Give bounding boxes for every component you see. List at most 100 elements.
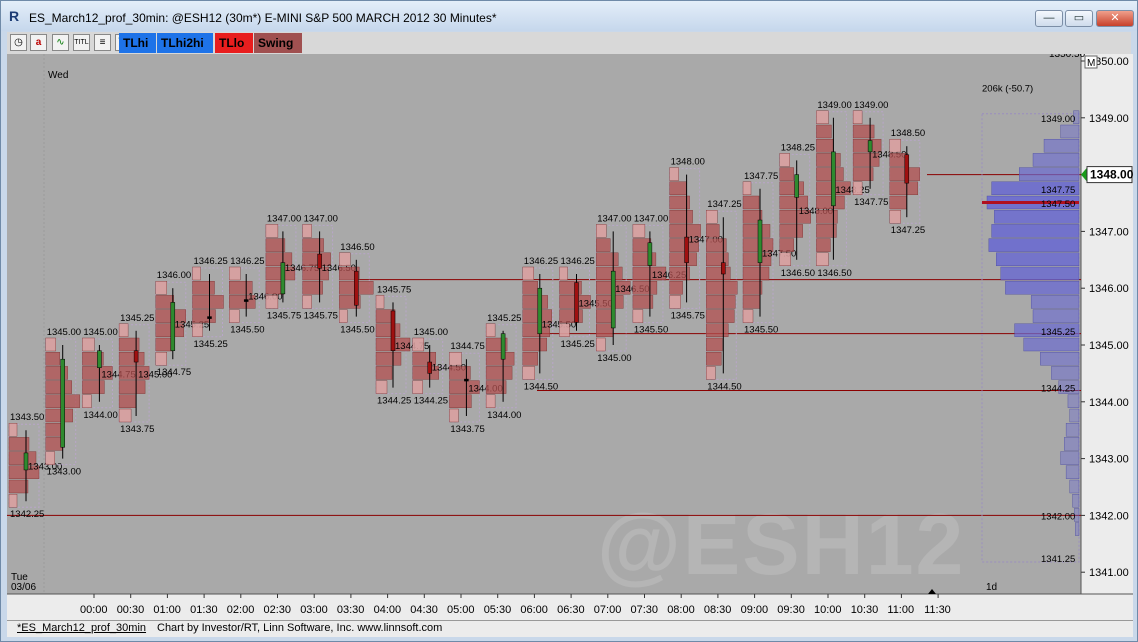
profile-row [706,323,729,337]
chart-area[interactable]: @ESH12 Wed Tue 03/06 1341.00 1342.00 1343.00 13… [7,49,1134,634]
y-tick-label: 1341.00 [1089,567,1129,579]
profile-row [632,280,658,295]
chart-icon[interactable]: ∿ [52,34,69,51]
bar-low-label: 1346.50 [817,268,851,279]
bar-low-label: 1342.25 [10,509,44,520]
profile-row [852,181,863,196]
y-tick-label: 1343.00 [1089,454,1129,466]
profile-row [889,209,901,224]
toolbar: ◷ a ∿ TITL ≡ 🗑 TLhi TLhi2hi TLlo Swing [7,32,1131,54]
profile-row [522,266,534,281]
volume-profile-row [1072,494,1080,508]
profile-row [779,238,794,252]
profile-row [192,295,224,309]
bar-high-label: 1346.25 [230,256,264,267]
bar-low-label: 1344.00 [487,410,521,421]
bar-high-label: 1345.25 [487,313,521,324]
bar-high-label: 1346.25 [524,256,558,267]
x-tick-label: 09:30 [777,604,805,616]
profile-row [706,209,718,224]
volume-profile-row [991,181,1080,196]
candle-body [317,253,322,269]
y-tick-label: 1346.00 [1089,283,1129,295]
bar-low-label: 1344.50 [707,381,741,392]
bar-low-label: 1347.75 [854,197,888,208]
swing-button[interactable]: Swing [254,33,302,53]
bar-low-label: 1346.50 [781,268,815,279]
profile-row [669,295,681,309]
tlhi2hi-button[interactable]: TLhi2hi [157,33,213,53]
x-tick-label: 03:00 [300,604,328,616]
profile-row [596,266,623,281]
profile-row [852,110,863,124]
profile-row [779,153,790,167]
profile-row [192,280,215,295]
candle-body [464,378,469,382]
bar-low-label: 1344.25 [414,396,448,407]
profile-row [559,266,568,281]
tlhi-button[interactable]: TLhi [119,33,156,53]
profile-row [339,252,351,267]
title-icon[interactable]: TITL [73,34,90,51]
x-tick-label: 11:30 [924,604,951,616]
profile-row [8,423,18,437]
profile-row [449,366,471,380]
close-button[interactable]: ✕ [1096,10,1134,27]
profile-row [449,408,459,423]
profile-row [192,309,216,323]
bar-mid-label: 1344.50 [432,362,466,373]
volume-profile-row [1005,280,1080,295]
profile-row [449,394,472,408]
profile-row [155,352,168,366]
maximize-button[interactable]: ▭ [1065,10,1093,27]
profile-row [559,323,570,337]
app-logo-icon: R [9,8,20,24]
last-price-label: 1348.00 [1090,168,1133,182]
bar-low-label: 1343.00 [47,467,81,478]
title-bar[interactable]: R ES_March12_prof_30min: @ESH12 (30m*) E… [1,1,1137,31]
profile-row [412,337,424,352]
list-icon[interactable]: ≡ [94,34,111,51]
chart-svg[interactable]: @ESH12WedTue03/061341.001342.001343.0013… [7,49,1134,620]
poc-line [982,201,1079,204]
bar-low-label: 1344.75 [157,367,191,378]
volume-profile-row [1069,479,1080,494]
annotation-a-icon[interactable]: a [30,34,47,51]
profile-row [706,280,738,295]
profile-frame [522,267,554,380]
profile-row [669,167,679,181]
clock-icon[interactable]: ◷ [10,34,27,51]
candle-body [610,270,616,329]
profile-row [8,437,30,451]
profile-row [118,323,129,337]
profile-row [816,167,844,181]
bar-mid-label: 1346.50 [615,284,649,295]
profile-row [45,437,63,451]
profile-row [412,366,439,380]
profile-row [522,323,550,337]
chart-name-link[interactable]: *ES_March12_prof_30min [17,622,147,634]
profile-row [742,252,772,267]
bar-mid-label: 1346.25 [652,270,686,281]
candle-body [684,236,689,263]
volume-profile-price-label: 1347.50 [1041,199,1075,210]
y-tick-label: 1344.00 [1089,397,1129,409]
minimize-button[interactable]: — [1035,10,1063,27]
bar-low-label: 1345.50 [744,325,778,336]
bar-mid-label: 1345.00 [138,369,172,380]
profile-row [669,280,683,295]
bar-low-label: 1345.25 [561,339,595,350]
volume-profile-row [1067,394,1080,408]
profile-row [816,110,829,124]
y-tick-label: 1345.00 [1089,340,1129,352]
current-time-marker [928,589,936,594]
bar-high-label: 1343.50 [10,412,44,423]
bar-low-label: 1344.25 [377,396,411,407]
x-tick-label: 01:30 [190,604,218,616]
bar-high-label: 1347.75 [744,171,778,182]
volume-profile-row [994,209,1080,224]
candle-body [721,262,726,275]
profile-row [265,266,296,281]
profile-row [375,380,388,394]
tllo-button[interactable]: TLlo [215,33,253,53]
